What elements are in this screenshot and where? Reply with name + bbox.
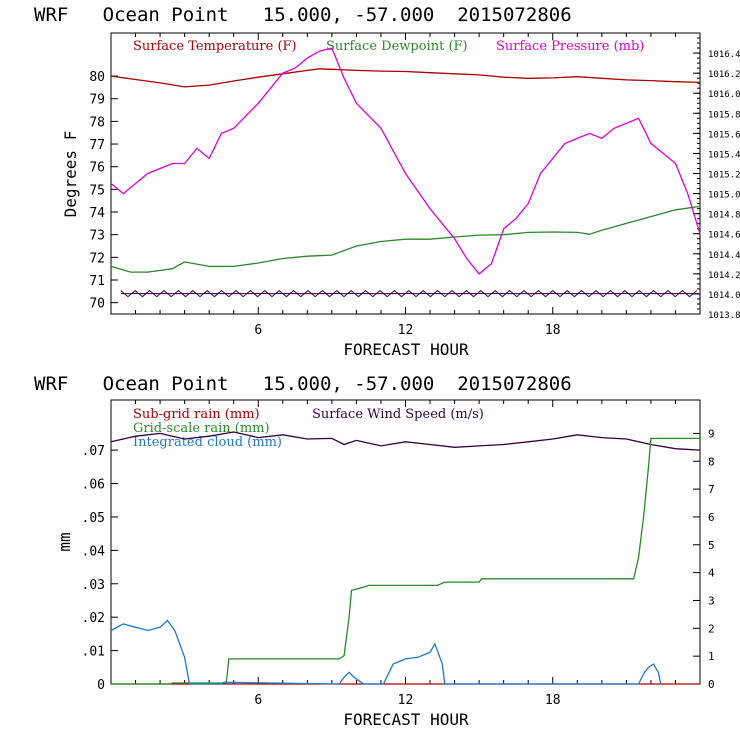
- series-line-2: [111, 437, 700, 685]
- y2-tick-label: 2: [708, 622, 715, 635]
- series-line-0: [110, 68, 701, 88]
- x-tick-label: 18: [545, 693, 561, 708]
- y2-tick-label: 1013.8: [708, 311, 740, 321]
- y-tick-label: .07: [82, 444, 105, 459]
- wind-barb-band: [120, 289, 698, 298]
- x-tick-label: 6: [254, 323, 262, 338]
- y-tick-label: 80: [89, 70, 105, 85]
- y-tick-label: 76: [89, 161, 105, 176]
- y-tick-label: 78: [89, 115, 105, 130]
- y-tick-label: 0: [97, 678, 105, 693]
- y2-tick-label: 1014.0: [708, 291, 740, 301]
- y2-tick-label: 1016.4: [708, 50, 740, 60]
- y-tick-label: .02: [82, 611, 105, 626]
- legend-surface-wind: Surface Wind Speed (m/s): [312, 407, 484, 422]
- y-tick-label: .03: [82, 578, 105, 593]
- y2-tick-label: 1015.0: [708, 191, 740, 201]
- panel1-title: WRF Ocean Point 15.000, -57.000 20150728…: [34, 4, 572, 26]
- y-tick-label: .01: [82, 645, 105, 660]
- panel2-series: [110, 431, 701, 685]
- y2-tick-label: 1015.2: [708, 171, 740, 181]
- y-tick-label: 70: [89, 297, 105, 312]
- y2-tick-label: 1: [708, 650, 715, 663]
- y2-tick-label: 6: [708, 511, 715, 524]
- y2-tick-label: 9: [708, 427, 715, 440]
- y-tick-label: .05: [82, 511, 105, 526]
- y2-tick-label: 1014.8: [708, 211, 740, 221]
- y2-tick-label: 3: [708, 594, 715, 607]
- x-tick-label: 12: [398, 323, 414, 338]
- y-tick-label: .04: [82, 544, 106, 559]
- legend-surface-pressure: Surface Pressure (mb): [496, 39, 644, 54]
- y-tick-label: .06: [82, 478, 105, 493]
- panel2-legend: Sub-grid rain (mm) Surface Wind Speed (m…: [133, 407, 484, 450]
- y2-tick-label: 1014.2: [708, 271, 740, 281]
- panel1-legend: Surface Temperature (F) Surface Dewpoint…: [133, 39, 644, 54]
- y2-tick-label: 8: [708, 455, 715, 468]
- x-tick-label: 12: [398, 693, 414, 708]
- y2-tick-label: 5: [708, 539, 715, 552]
- panel2-x-axis: 6 12 18: [110, 400, 701, 708]
- y2-tick-label: 1016.0: [708, 90, 740, 100]
- panel-temperature: WRF Ocean Point 15.000, -57.000 20150728…: [34, 4, 740, 359]
- panel2-title: WRF Ocean Point 15.000, -57.000 20150728…: [34, 373, 572, 395]
- y2-tick-label: 4: [708, 567, 715, 580]
- panel1-left-axis: 70 71 72 73 74 75 76 77 78 79 80: [89, 70, 118, 312]
- panel1-right-axis: 1013.8 1014.0 1014.2 1014.4 1014.6 1014.8 1015…: [693, 32, 740, 321]
- panel2-left-axis: 0 .01 .02 .03 .04 .05 .06 .07: [82, 444, 118, 693]
- legend-surface-temperature: Surface Temperature (F): [133, 39, 297, 54]
- panel2-xlabel: FORECAST HOUR: [343, 710, 469, 729]
- y-tick-label: 77: [89, 138, 105, 153]
- panel-rain: WRF Ocean Point 15.000, -57.000 20150728…: [34, 373, 715, 729]
- legend-integrated-cloud: Integrated cloud (mm): [133, 435, 282, 450]
- x-tick-label: 6: [254, 693, 262, 708]
- panel1-wind-band: [120, 289, 700, 298]
- x-tick-label: 18: [545, 323, 561, 338]
- series-line-2: [110, 47, 701, 275]
- y-tick-label: 75: [89, 183, 105, 198]
- y2-tick-label: 1015.6: [708, 130, 740, 140]
- y2-tick-label: 1015.4: [708, 150, 740, 160]
- panel2-right-axis: 0 1 2 3 4 5 6 7 8 9: [693, 427, 715, 691]
- y2-tick-label: 1014.4: [708, 251, 740, 261]
- y2-tick-label: 7: [708, 483, 715, 496]
- legend-surface-dewpoint: Surface Dewpoint (F): [326, 39, 468, 54]
- series-line-1: [110, 431, 701, 451]
- y2-tick-label: 1015.8: [708, 110, 740, 120]
- panel1-ylabel: Degrees F: [61, 131, 80, 218]
- y-tick-label: 74: [89, 206, 105, 221]
- legend-subgrid-rain: Sub-grid rain (mm): [133, 407, 260, 422]
- y2-tick-label: 1014.6: [708, 231, 740, 241]
- panel1-xlabel: FORECAST HOUR: [343, 340, 469, 359]
- y-tick-label: 73: [89, 229, 105, 244]
- panel1-series: [110, 47, 701, 275]
- panel1-x-axis: 6 12 18: [110, 33, 701, 338]
- y-tick-label: 72: [89, 251, 105, 266]
- y-tick-label: 71: [89, 274, 105, 289]
- y2-tick-label: 0: [708, 678, 715, 691]
- series-line-1: [110, 205, 701, 273]
- y2-tick-label: 1016.2: [708, 70, 740, 80]
- y-tick-label: 79: [89, 93, 105, 108]
- series-line-3: [110, 619, 662, 685]
- panel2-ylabel: mm: [55, 532, 74, 551]
